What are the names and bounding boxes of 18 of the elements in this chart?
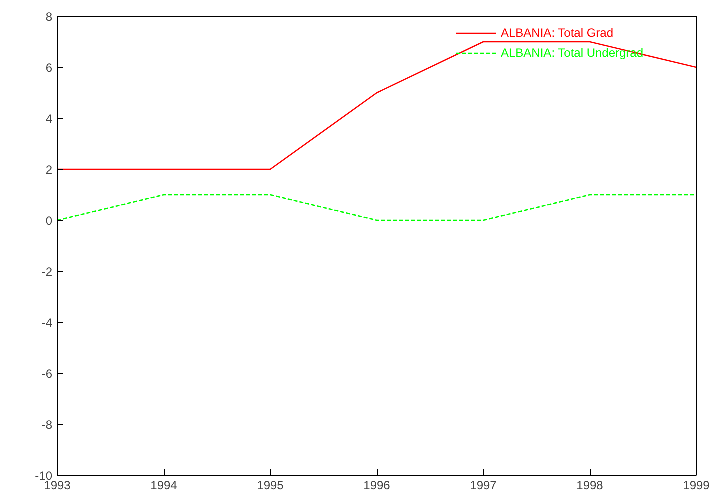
y-tick-label: 6 — [46, 61, 53, 75]
x-tick-label: 1996 — [364, 478, 391, 492]
y-tick-label: -6 — [42, 367, 53, 381]
x-tick-label: 1999 — [683, 478, 710, 492]
y-tick-label: -8 — [42, 418, 53, 432]
legend-label: ALBANIA: Total Undergrad — [501, 46, 644, 60]
x-tick-label: 1997 — [470, 478, 498, 492]
y-tick-label: -2 — [42, 265, 53, 279]
x-tick-label: 1995 — [257, 478, 284, 492]
y-tick-label: 4 — [46, 112, 53, 126]
legend-label: ALBANIA: Total Grad — [501, 26, 614, 40]
y-tick-label: -4 — [42, 316, 53, 330]
x-tick-label: 1994 — [150, 478, 178, 492]
y-tick-label: 2 — [46, 163, 53, 177]
y-tick-label: 0 — [46, 214, 53, 228]
y-tick-label: 8 — [46, 10, 53, 24]
x-tick-label: 1998 — [576, 478, 604, 492]
x-tick-label: 1993 — [44, 478, 72, 492]
